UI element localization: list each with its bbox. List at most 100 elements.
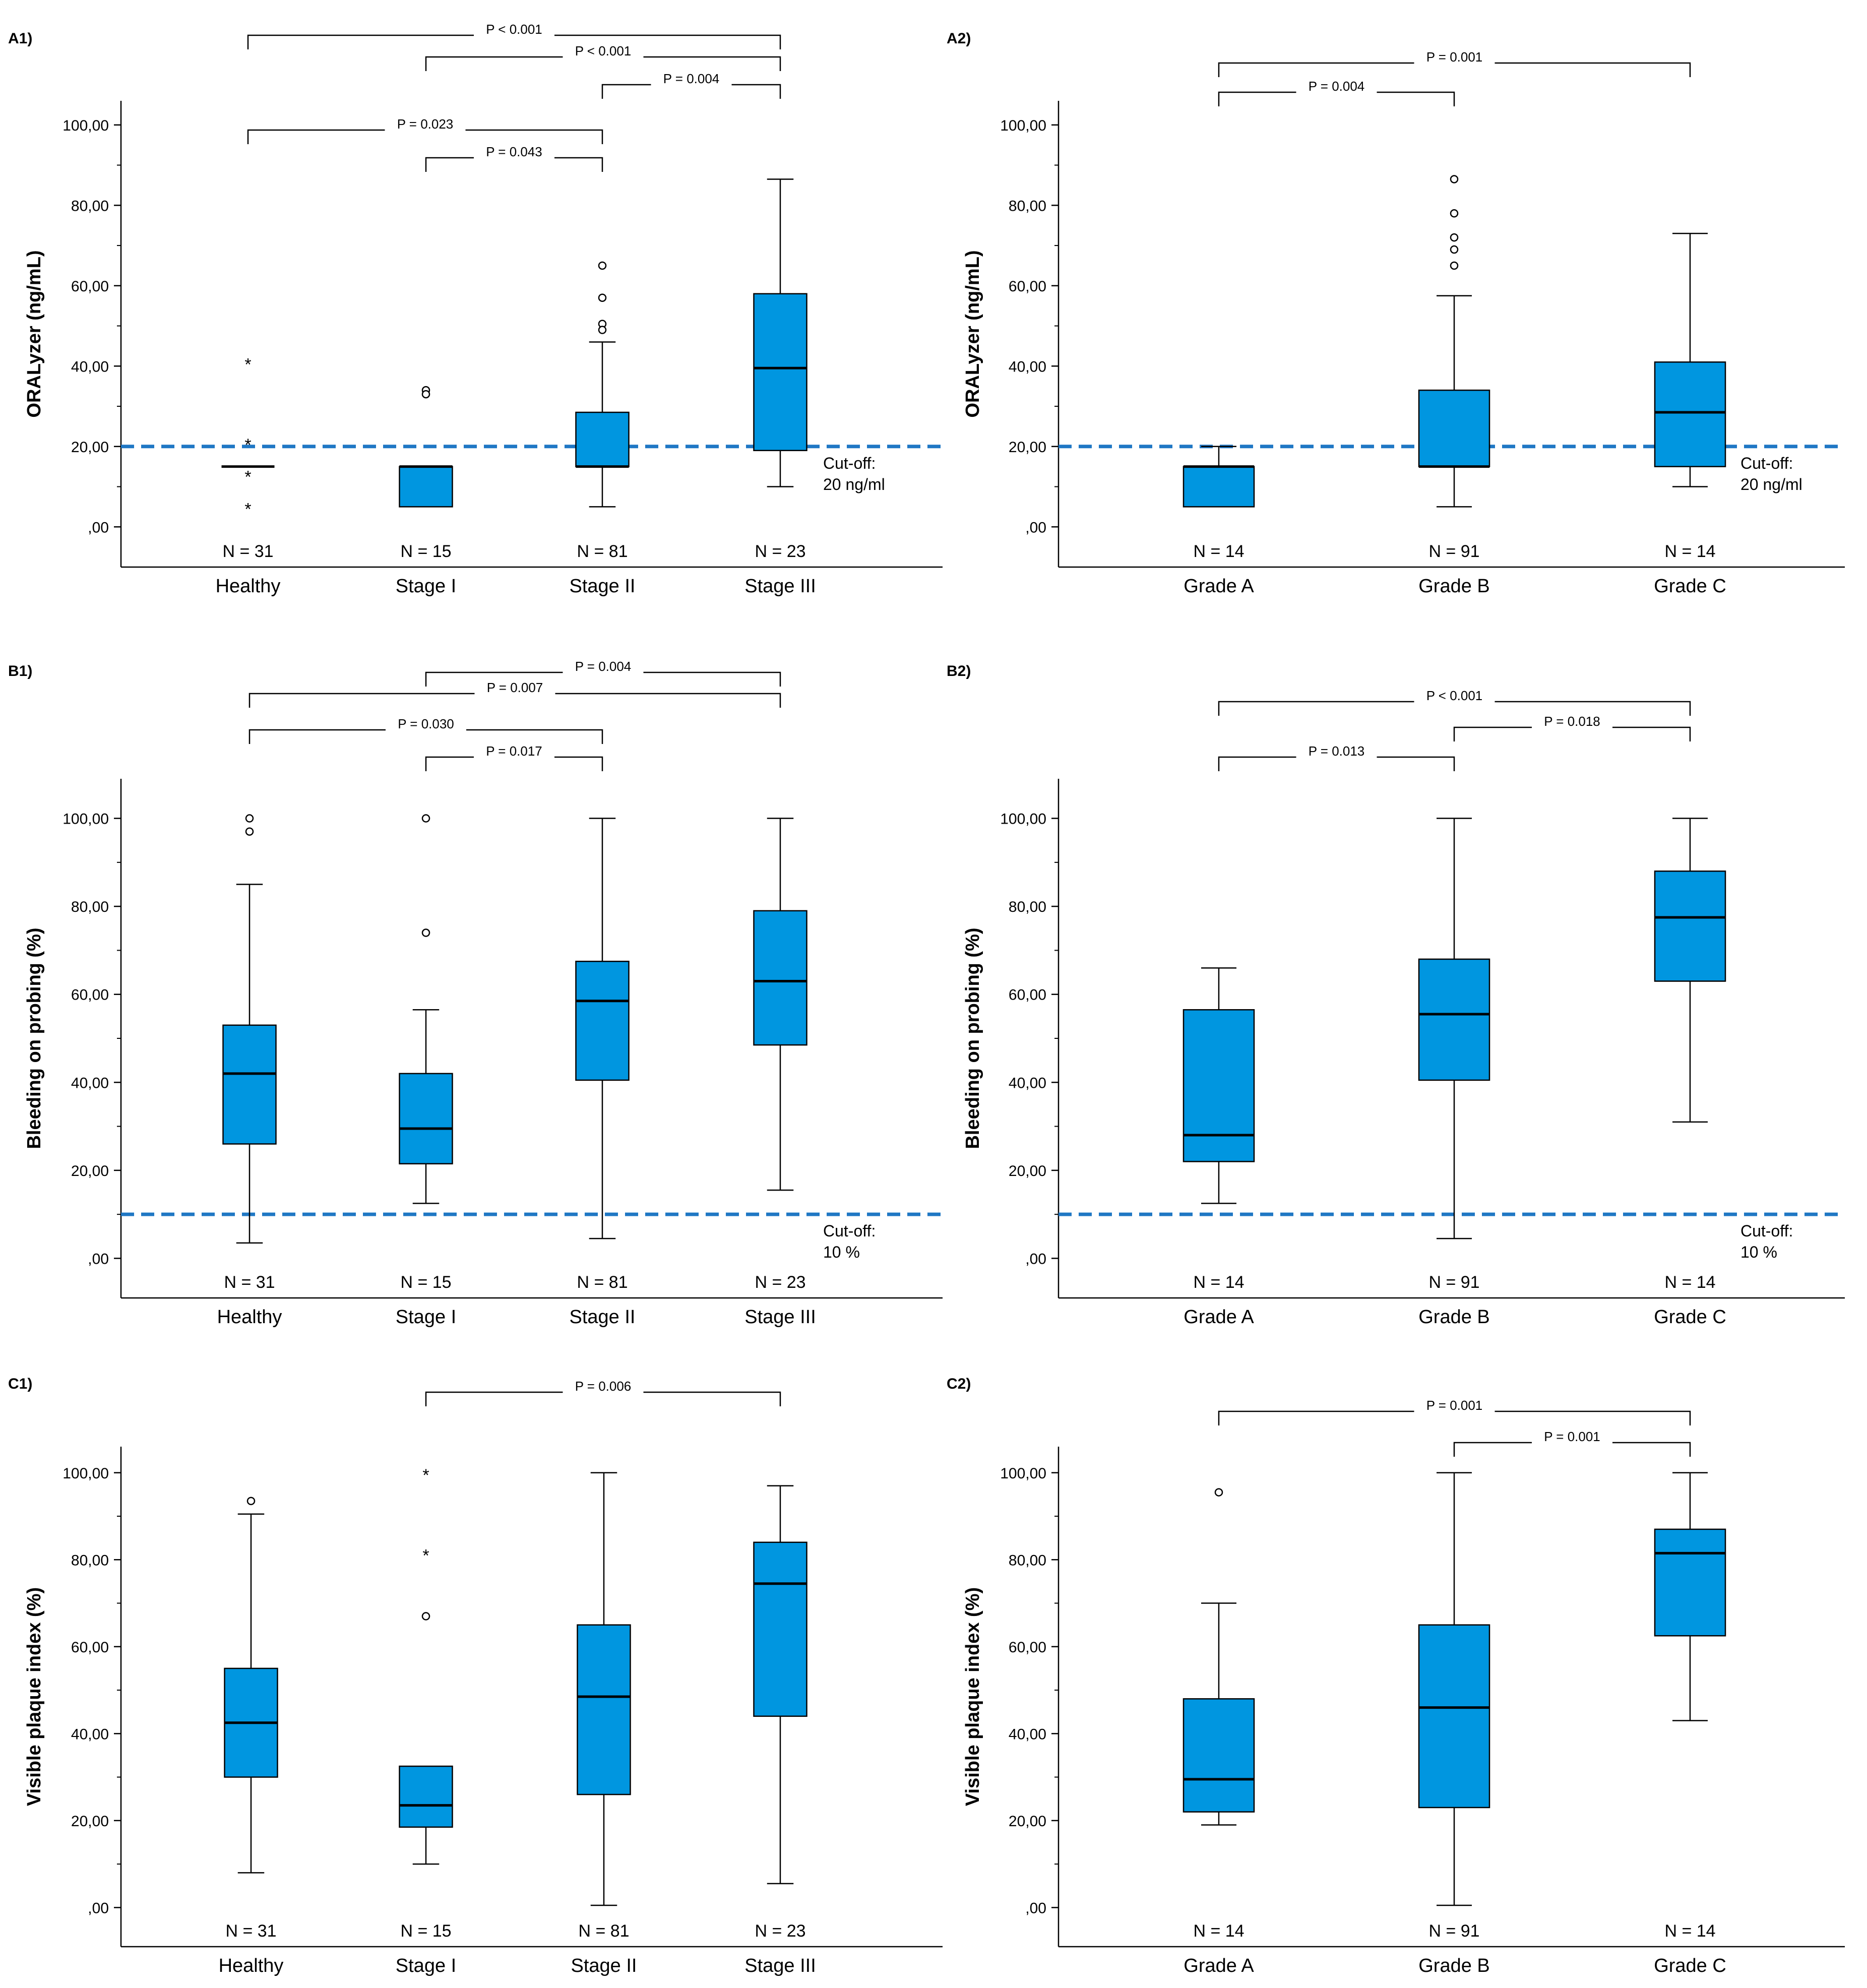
n-label: N = 14 — [1664, 542, 1715, 561]
panel-label: A2) — [947, 30, 971, 47]
category-label: Grade B — [1418, 1307, 1490, 1328]
box-grade-b — [1418, 818, 1490, 1239]
bracket-label-bg — [386, 721, 466, 732]
significance-bracket: P = 0.018 — [1453, 714, 1691, 741]
category-label: Grade A — [1184, 1955, 1254, 1976]
p-value-label: P = 0.001 — [1426, 49, 1483, 65]
n-label: N = 81 — [577, 542, 628, 561]
box-healthy — [222, 814, 277, 1244]
bracket-line — [425, 1391, 781, 1406]
n-label: N = 81 — [578, 1921, 629, 1941]
n-label: N = 91 — [1428, 1273, 1479, 1292]
outlier-point — [1450, 261, 1459, 270]
category-label: Stage II — [570, 576, 636, 597]
bracket-label-bg — [385, 121, 466, 132]
p-value-label: P < 0.001 — [486, 22, 542, 37]
bracket-line — [601, 84, 781, 99]
n-label: N = 31 — [224, 1273, 275, 1292]
y-tick-label: 20,00 — [71, 1163, 109, 1179]
box-iqr — [1183, 1009, 1255, 1162]
category-label: Stage III — [744, 1307, 816, 1328]
n-label: N = 91 — [1428, 1921, 1479, 1941]
y-tick-label: 40,00 — [71, 358, 109, 375]
bracket-line — [1218, 62, 1691, 77]
outlier-point — [598, 261, 607, 270]
category-label: Stage I — [396, 576, 456, 597]
bracket-line — [1218, 701, 1691, 716]
box-iqr — [1418, 958, 1490, 1081]
y-tick-label: ,00 — [88, 1900, 109, 1916]
n-label: N = 14 — [1664, 1273, 1715, 1292]
p-value-label: P = 0.018 — [1544, 714, 1600, 729]
outlier-point — [1214, 1488, 1223, 1497]
cutoff-value-label: 20 ng/ml — [1740, 475, 1802, 493]
category-label: Grade A — [1184, 576, 1254, 597]
n-label: N = 23 — [755, 542, 805, 561]
bracket-label-bg — [1532, 718, 1612, 729]
y-tick-label: 40,00 — [1009, 358, 1046, 375]
bracket-line — [1453, 1442, 1691, 1457]
box-iqr — [1418, 1624, 1490, 1809]
category-label: Grade B — [1418, 576, 1490, 597]
bracket-label-bg — [1414, 693, 1495, 704]
category-label: Stage I — [396, 1955, 456, 1976]
outlier-point — [245, 827, 254, 836]
box-stage-ii — [575, 818, 630, 1239]
category-label: Healthy — [217, 1307, 282, 1328]
box-healthy: * * * * — [221, 355, 275, 519]
n-label: N = 81 — [577, 1273, 628, 1292]
category-label: Grade A — [1184, 1307, 1254, 1328]
p-value-label: P = 0.013 — [1309, 743, 1365, 759]
cutoff-label: Cut-off: — [1740, 454, 1793, 472]
y-tick-label: 20,00 — [1009, 1813, 1046, 1830]
bracket-line — [247, 34, 781, 49]
y-tick-label: 60,00 — [71, 1639, 109, 1656]
box-iqr — [753, 910, 807, 1046]
box-iqr — [1183, 466, 1255, 508]
box-iqr — [1654, 1528, 1726, 1637]
category-label: Grade B — [1418, 1955, 1490, 1976]
y-tick-label: 20,00 — [1009, 439, 1046, 456]
n-label: N = 91 — [1428, 542, 1479, 561]
y-axis-title: ORALyzer (ng/mL) — [962, 250, 983, 417]
bracket-line — [1453, 726, 1691, 741]
box-iqr — [399, 466, 453, 508]
y-tick-label: 60,00 — [1009, 278, 1046, 295]
n-label: N = 23 — [755, 1273, 805, 1292]
cutoff-value-label: 10 % — [1740, 1243, 1777, 1261]
p-value-label: P = 0.017 — [486, 743, 542, 759]
significance-bracket: P = 0.017 — [425, 743, 603, 771]
n-label: N = 15 — [400, 1921, 451, 1941]
bracket-label-bg — [1296, 748, 1377, 759]
box-iqr — [575, 411, 630, 467]
box-grade-a — [1183, 1488, 1255, 1826]
cutoff-label: Cut-off: — [1740, 1222, 1793, 1240]
significance-bracket: P = 0.001 — [1218, 1398, 1691, 1425]
p-value-label: P = 0.007 — [487, 680, 543, 695]
n-label: N = 15 — [400, 542, 451, 561]
bracket-label-bg — [474, 685, 555, 696]
box-iqr — [399, 1073, 453, 1165]
y-tick-label: 60,00 — [71, 278, 109, 295]
extreme-point: * — [244, 468, 251, 487]
box-grade-c — [1654, 232, 1726, 487]
box-grade-c — [1654, 1472, 1726, 1721]
box-iqr — [399, 1765, 453, 1828]
box-stage-iii — [753, 178, 807, 487]
outlier-point — [1450, 175, 1459, 183]
box-stage-i — [399, 386, 453, 508]
significance-bracket: P = 0.030 — [248, 716, 603, 744]
y-tick-label: 100,00 — [63, 1465, 109, 1482]
outlier-point — [1450, 233, 1459, 242]
p-value-label: P < 0.001 — [1426, 688, 1483, 703]
bracket-line — [248, 729, 603, 744]
y-tick-label: 80,00 — [71, 1552, 109, 1569]
y-tick-label: 100,00 — [63, 117, 109, 134]
n-label: N = 31 — [225, 1921, 276, 1941]
bracket-label-bg — [563, 1383, 644, 1394]
y-tick-label: 60,00 — [1009, 1639, 1046, 1656]
box-iqr — [222, 1024, 277, 1145]
y-tick-label: 60,00 — [71, 987, 109, 1004]
box-grade-b — [1418, 175, 1490, 508]
box-grade-c — [1654, 818, 1726, 1123]
